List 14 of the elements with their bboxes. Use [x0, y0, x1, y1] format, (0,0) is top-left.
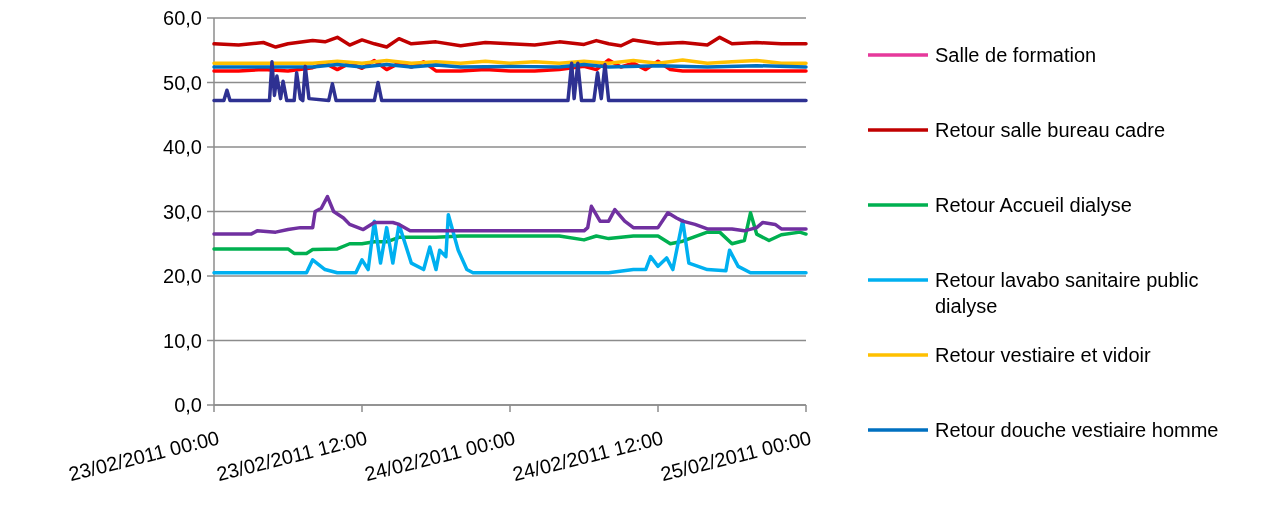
- y-tick-label: 10,0: [163, 329, 202, 352]
- line-series: [212, 35, 808, 49]
- y-tick-label: 0,0: [174, 394, 202, 416]
- y-tick-label: 20,0: [163, 265, 202, 287]
- legend-label: Retour douche vestiaire homme: [935, 419, 1219, 441]
- legend-label: Retour vestiaire et vidoir: [935, 344, 1151, 366]
- legend-label: Retour lavabo sanitaire public dialyse: [935, 269, 1199, 317]
- y-tick-label: 50,0: [163, 71, 202, 94]
- y-tick-label: 30,0: [163, 200, 202, 223]
- legend-label: Retour Accueil dialyse: [935, 194, 1132, 216]
- y-tick-label: 60,0: [163, 7, 202, 29]
- legend-label: Salle de formation: [935, 44, 1097, 66]
- y-tick-label: 40,0: [163, 136, 202, 158]
- legend-label: Retour salle bureau cadre: [935, 119, 1166, 141]
